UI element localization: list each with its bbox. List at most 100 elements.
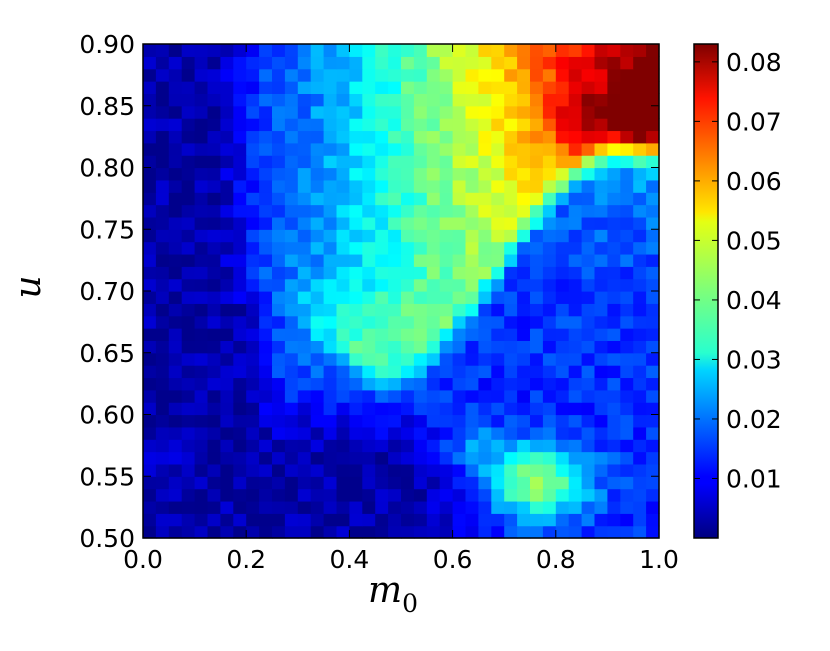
heatmap-cell <box>272 253 286 267</box>
heatmap-cell <box>607 451 621 465</box>
heatmap-cell <box>246 389 260 403</box>
heatmap-cell <box>284 216 299 230</box>
heatmap-cell <box>207 340 221 354</box>
heatmap-cell <box>284 315 299 329</box>
heatmap-cell <box>284 476 299 490</box>
heatmap-cell <box>220 241 234 255</box>
heatmap-cell <box>181 303 196 317</box>
heatmap-cell <box>362 81 376 94</box>
heatmap-cell <box>207 266 221 280</box>
heatmap-cell <box>620 204 634 218</box>
heatmap-cell <box>323 105 338 119</box>
heatmap-cell <box>465 414 479 428</box>
y-tick-label: 0.60 <box>79 401 135 430</box>
heatmap-cell <box>452 365 467 379</box>
heatmap-cell <box>568 179 583 193</box>
heatmap-cell <box>310 488 325 502</box>
heatmap-cell <box>426 377 441 391</box>
heatmap-cell <box>491 44 505 57</box>
heatmap-cell <box>646 266 660 280</box>
heatmap-cell <box>646 513 660 527</box>
heatmap-cell <box>542 365 557 379</box>
heatmap-cell <box>607 179 621 193</box>
heatmap-cell <box>259 463 273 477</box>
heatmap-cell <box>284 204 299 218</box>
heatmap-cell <box>207 389 221 403</box>
heatmap-cell <box>426 451 441 465</box>
heatmap-cell <box>362 278 376 292</box>
heatmap-cell <box>375 377 389 391</box>
heatmap-cell <box>517 414 531 428</box>
heatmap-cell <box>439 513 454 527</box>
heatmap-cell <box>194 303 209 317</box>
heatmap-cell <box>375 130 389 144</box>
heatmap-cell <box>310 513 325 527</box>
heatmap-cell <box>246 291 260 304</box>
heatmap-cell <box>207 216 221 230</box>
heatmap-cell <box>181 525 196 539</box>
heatmap-cell <box>207 291 221 304</box>
heatmap-cell <box>517 192 531 206</box>
heatmap-cell <box>388 389 402 403</box>
heatmap-cell <box>362 241 376 255</box>
heatmap-cell <box>194 179 209 193</box>
heatmap-cell <box>310 68 325 82</box>
heatmap-cell <box>401 216 415 230</box>
heatmap-cell <box>246 44 260 57</box>
heatmap-cell <box>491 377 505 391</box>
heatmap-cell <box>388 167 402 181</box>
heatmap-cell <box>555 352 570 366</box>
heatmap-cell <box>194 253 209 267</box>
heatmap-cell <box>375 476 389 490</box>
heatmap-cell <box>439 192 454 206</box>
heatmap-cell <box>530 439 544 453</box>
heatmap-cell <box>633 229 647 243</box>
heatmap-cell <box>439 229 454 243</box>
heatmap-cell <box>143 513 157 527</box>
heatmap-cell <box>401 167 415 181</box>
heatmap-cell <box>465 56 479 70</box>
heatmap-cell <box>594 365 608 379</box>
heatmap-cell <box>594 352 608 366</box>
heatmap-cell <box>297 315 312 329</box>
heatmap-cell <box>452 389 467 403</box>
heatmap-cell <box>362 155 376 169</box>
heatmap-cell <box>233 142 247 156</box>
heatmap-cell <box>207 463 221 477</box>
heatmap-cell <box>194 81 209 94</box>
heatmap-cell <box>413 291 428 304</box>
heatmap-cell <box>194 513 209 527</box>
heatmap-cell <box>297 500 312 514</box>
heatmap-cell <box>465 463 479 477</box>
heatmap-cell <box>465 365 479 379</box>
heatmap-cell <box>143 229 157 243</box>
heatmap-cell <box>310 389 325 403</box>
heatmap-cell <box>259 414 273 428</box>
heatmap-cell <box>220 315 234 329</box>
heatmap-cell <box>465 241 479 255</box>
heatmap-cell <box>155 426 170 440</box>
heatmap-cell <box>297 451 312 465</box>
heatmap-cell <box>478 241 492 255</box>
heatmap-cell <box>233 204 247 218</box>
heatmap-cell <box>272 192 286 206</box>
heatmap-cell <box>517 118 531 132</box>
heatmap-cell <box>530 192 544 206</box>
heatmap-cell <box>143 451 157 465</box>
heatmap-cell <box>233 513 247 527</box>
heatmap-cell <box>220 488 234 502</box>
heatmap-cell <box>413 513 428 527</box>
heatmap-cell <box>504 253 518 267</box>
heatmap-cell <box>530 142 544 156</box>
heatmap-cell <box>194 155 209 169</box>
heatmap-cell <box>491 118 505 132</box>
heatmap-cell <box>478 56 492 70</box>
heatmap-cell <box>594 105 608 119</box>
heatmap-cell <box>439 204 454 218</box>
heatmap-cell <box>646 216 660 230</box>
heatmap-cell <box>388 365 402 379</box>
heatmap-cell <box>375 328 389 341</box>
heatmap-cell <box>143 253 157 267</box>
heatmap-cell <box>233 93 247 107</box>
heatmap-cell <box>375 278 389 292</box>
